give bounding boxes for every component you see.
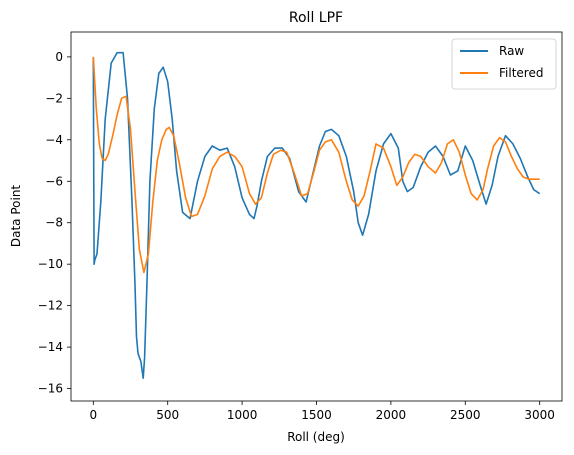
y-tick-label: −12 — [38, 299, 63, 313]
legend-filtered-label: Filtered — [499, 66, 543, 80]
y-tick-label: 0 — [55, 50, 63, 64]
x-tick-label: 1500 — [301, 408, 332, 422]
y-tick-label: −6 — [45, 174, 63, 188]
x-tick-label: 2500 — [450, 408, 481, 422]
y-tick-label: −2 — [45, 91, 63, 105]
y-tick-label: −8 — [45, 216, 63, 230]
legend: Raw Filtered — [451, 38, 557, 90]
y-axis: 0 −2 −4 −6 −8 −10 −12 −14 −16 — [38, 50, 71, 396]
x-tick-label: 1000 — [227, 408, 258, 422]
y-axis-label: Data Point — [9, 185, 23, 248]
y-tick-label: −14 — [38, 340, 63, 354]
series-line-filtered — [92, 56, 540, 274]
x-axis-label: Roll (deg) — [287, 430, 345, 444]
x-tick-label: 3000 — [524, 408, 555, 422]
y-tick-label: −4 — [45, 133, 63, 147]
legend-raw-label: Raw — [499, 44, 524, 58]
x-tick-label: 0 — [89, 408, 97, 422]
y-tick-label: −16 — [38, 382, 63, 396]
y-tick-label: −10 — [38, 257, 63, 271]
x-tick-label: 2000 — [376, 408, 407, 422]
series-line-raw — [92, 51, 541, 380]
chart-title: Roll LPF — [289, 10, 343, 26]
plot-area — [92, 51, 541, 380]
x-axis: 0 500 1000 1500 2000 2500 3000 — [89, 401, 555, 422]
x-tick-label: 500 — [156, 408, 179, 422]
